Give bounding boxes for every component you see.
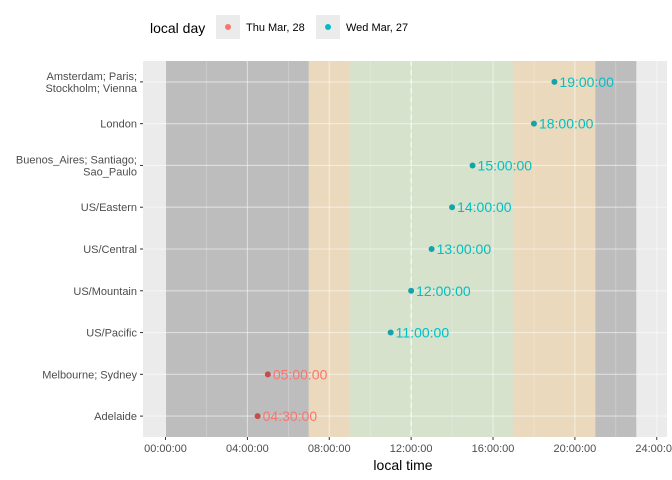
data-label: 13:00:00 — [437, 241, 492, 257]
x-tick-label: 16:00:00 — [472, 443, 515, 455]
data-label: 18:00:00 — [539, 116, 594, 132]
data-point — [387, 329, 394, 336]
y-tick-label: US/Pacific — [86, 328, 137, 340]
x-tick-label: 00:00:00 — [144, 443, 187, 455]
data-point — [551, 78, 558, 85]
data-point — [469, 162, 476, 169]
x-axis-label: local time — [373, 457, 432, 473]
y-tick-label: Melbourne; Sydney — [42, 369, 137, 381]
x-tick-label: 20:00:00 — [553, 443, 596, 455]
data-point — [428, 246, 435, 252]
y-axis: Amsterdam; Paris; Stockholm; Vienna London… — [16, 71, 143, 423]
data-point — [254, 413, 261, 420]
x-tick-label: 08:00:00 — [308, 443, 351, 455]
data-point — [449, 204, 456, 211]
grid-lines — [143, 61, 667, 437]
y-tick-label: US/Central — [83, 244, 137, 256]
legend-swatch — [225, 24, 231, 30]
legend-swatch — [325, 24, 331, 30]
data-point — [264, 371, 271, 378]
data-label: 12:00:00 — [416, 283, 471, 299]
legend: local day Thu Mar, 28 Wed Mar, 27 — [150, 15, 408, 39]
y-tick-label: Buenos_Aires; Santiago; Sao_Paulo — [16, 154, 137, 178]
y-tick-label: US/Mountain — [73, 286, 137, 298]
data-label: 19:00:00 — [559, 74, 614, 90]
y-tick-label: Adelaide — [94, 411, 137, 423]
data-label: 14:00:00 — [457, 199, 512, 215]
x-tick-label: 04:00:00 — [226, 443, 269, 455]
data-label: 04:30:00 — [263, 408, 318, 424]
legend-label: Thu Mar, 28 — [246, 22, 305, 34]
data-label: 05:00:00 — [273, 366, 328, 382]
data-point — [408, 287, 415, 294]
legend-title: local day — [150, 20, 205, 36]
x-tick-label: 24:00:00 — [635, 443, 672, 455]
x-axis: 00:00:00 04:00:00 08:00:00 12:00:00 16:00:00… — [144, 437, 672, 455]
y-tick-label: US/Eastern — [81, 202, 137, 214]
data-label: 11:00:00 — [396, 325, 450, 341]
data-point — [530, 120, 537, 127]
legend-label: Wed Mar, 27 — [346, 22, 408, 34]
data-label: 15:00:00 — [478, 157, 533, 173]
x-tick-label: 12:00:00 — [390, 443, 433, 455]
y-tick-label: London — [100, 119, 137, 131]
y-tick-label: Amsterdam; Paris; Stockholm; Vienna — [45, 71, 137, 95]
data-points: 19:00:00 18:00:00 15:00:00 14:00:00 13:00:00… — [254, 74, 614, 424]
